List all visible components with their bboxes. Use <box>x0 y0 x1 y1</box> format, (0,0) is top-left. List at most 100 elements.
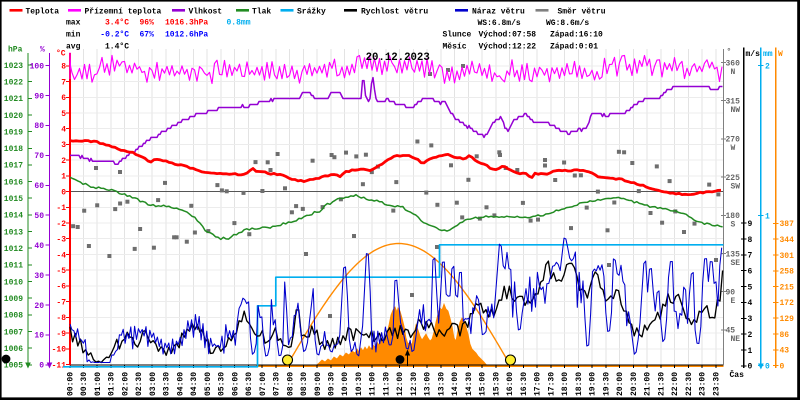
svg-text:60: 60 <box>34 182 44 191</box>
svg-text:09:30: 09:30 <box>328 372 337 396</box>
svg-text:mm: mm <box>763 50 773 59</box>
svg-text:10: 10 <box>34 332 44 341</box>
svg-text:225: 225 <box>726 174 741 183</box>
svg-text:301: 301 <box>780 252 795 261</box>
svg-text:08:00: 08:00 <box>286 372 295 396</box>
svg-text:1023: 1023 <box>4 62 23 71</box>
svg-text:09:00: 09:00 <box>314 372 323 396</box>
svg-text:W: W <box>778 50 783 59</box>
svg-text:SW: SW <box>731 182 741 191</box>
svg-text:258: 258 <box>780 268 795 277</box>
svg-text:20:00: 20:00 <box>616 372 625 396</box>
svg-text:Přízemní teplota: Přízemní teplota <box>85 7 162 16</box>
svg-text:18:30: 18:30 <box>575 372 584 396</box>
svg-text:344: 344 <box>780 236 795 245</box>
svg-text:°C: °C <box>56 50 66 59</box>
svg-text:10:30: 10:30 <box>355 372 364 396</box>
svg-text:11:30: 11:30 <box>383 372 392 396</box>
svg-text:2: 2 <box>765 62 770 71</box>
svg-text:9: 9 <box>748 220 753 229</box>
svg-text:04:00: 04:00 <box>176 372 185 396</box>
svg-text:Východ:12:22: Východ:12:22 <box>479 43 537 52</box>
svg-text:15:30: 15:30 <box>492 372 501 396</box>
svg-text:-1: -1 <box>56 204 66 213</box>
svg-text:172: 172 <box>780 299 795 308</box>
svg-text:Východ:07:58: Východ:07:58 <box>479 31 537 40</box>
svg-text:06:30: 06:30 <box>245 372 254 396</box>
svg-text:5: 5 <box>748 283 753 292</box>
svg-text:1012.6hPa: 1012.6hPa <box>165 31 208 40</box>
svg-text:40: 40 <box>34 242 44 251</box>
svg-text:6: 6 <box>748 268 753 277</box>
svg-text:7: 7 <box>61 78 66 87</box>
svg-text:1015: 1015 <box>4 195 23 204</box>
svg-text:-0.2°C: -0.2°C <box>100 31 129 40</box>
svg-text:19:00: 19:00 <box>589 372 598 396</box>
svg-text:387: 387 <box>780 220 795 229</box>
svg-text:Náraz větru: Náraz větru <box>472 7 525 16</box>
svg-text:4: 4 <box>61 126 66 135</box>
svg-text:1.4°C: 1.4°C <box>105 43 129 52</box>
svg-text:21:30: 21:30 <box>657 372 666 396</box>
svg-text:21:00: 21:00 <box>644 372 653 396</box>
svg-text:Západ:0:01: Západ:0:01 <box>550 43 598 52</box>
svg-text:0: 0 <box>765 362 770 371</box>
svg-text:-8: -8 <box>56 314 66 323</box>
svg-text:-9: -9 <box>56 330 66 339</box>
svg-text:01:00: 01:00 <box>94 372 103 396</box>
svg-text:05:30: 05:30 <box>218 372 227 396</box>
svg-text:0: 0 <box>748 363 753 372</box>
svg-text:W: W <box>731 144 736 153</box>
svg-text:17:30: 17:30 <box>547 372 556 396</box>
svg-text:13:30: 13:30 <box>438 372 447 396</box>
svg-text:86: 86 <box>780 331 790 340</box>
svg-text:5: 5 <box>61 110 66 119</box>
svg-text:06:00: 06:00 <box>231 372 240 396</box>
svg-text:14:00: 14:00 <box>451 372 460 396</box>
svg-text:1016: 1016 <box>4 178 23 187</box>
svg-text:20: 20 <box>34 302 44 311</box>
svg-text:3.4°C: 3.4°C <box>105 19 129 28</box>
svg-text:03:30: 03:30 <box>163 372 172 396</box>
svg-text:3: 3 <box>61 141 66 150</box>
svg-text:NW: NW <box>731 106 741 115</box>
svg-text:22:30: 22:30 <box>685 372 694 396</box>
svg-text:1: 1 <box>61 173 66 182</box>
svg-text:129: 129 <box>780 315 795 324</box>
svg-text:1010: 1010 <box>4 278 23 287</box>
svg-text:19:30: 19:30 <box>602 372 611 396</box>
svg-text:Čas: Čas <box>730 370 745 380</box>
svg-text:08:30: 08:30 <box>300 372 309 396</box>
svg-text:Srážky: Srážky <box>297 7 326 16</box>
svg-text:-10: -10 <box>52 346 67 355</box>
svg-text:20.12.2023: 20.12.2023 <box>366 52 430 64</box>
svg-text:14:30: 14:30 <box>465 372 474 396</box>
svg-text:1012: 1012 <box>4 245 23 254</box>
svg-text:45: 45 <box>726 327 736 336</box>
svg-text:50: 50 <box>34 212 44 221</box>
svg-text:1022: 1022 <box>4 78 23 87</box>
svg-text:18:00: 18:00 <box>561 372 570 396</box>
svg-text:1013: 1013 <box>4 228 23 237</box>
svg-text:1019: 1019 <box>4 128 23 137</box>
svg-text:15:00: 15:00 <box>479 372 488 396</box>
svg-text:6: 6 <box>61 94 66 103</box>
svg-text:80: 80 <box>34 122 44 131</box>
svg-text:-4: -4 <box>56 251 66 260</box>
svg-text:1005: 1005 <box>4 362 23 371</box>
svg-text:16:30: 16:30 <box>520 372 529 396</box>
svg-text:N: N <box>731 68 736 77</box>
svg-text:2: 2 <box>61 157 66 166</box>
svg-text:02:00: 02:00 <box>121 372 130 396</box>
svg-text:8: 8 <box>748 236 753 245</box>
svg-text:NE: NE <box>731 335 741 344</box>
svg-text:17:00: 17:00 <box>534 372 543 396</box>
svg-text:23:00: 23:00 <box>699 372 708 396</box>
svg-text:00:30: 00:30 <box>80 372 89 396</box>
svg-text:05:00: 05:00 <box>204 372 213 396</box>
svg-text:-5: -5 <box>56 267 66 276</box>
svg-text:-3: -3 <box>56 236 66 245</box>
svg-text:10:00: 10:00 <box>341 372 350 396</box>
svg-text:1006: 1006 <box>4 345 23 354</box>
svg-text:1014: 1014 <box>4 212 23 221</box>
